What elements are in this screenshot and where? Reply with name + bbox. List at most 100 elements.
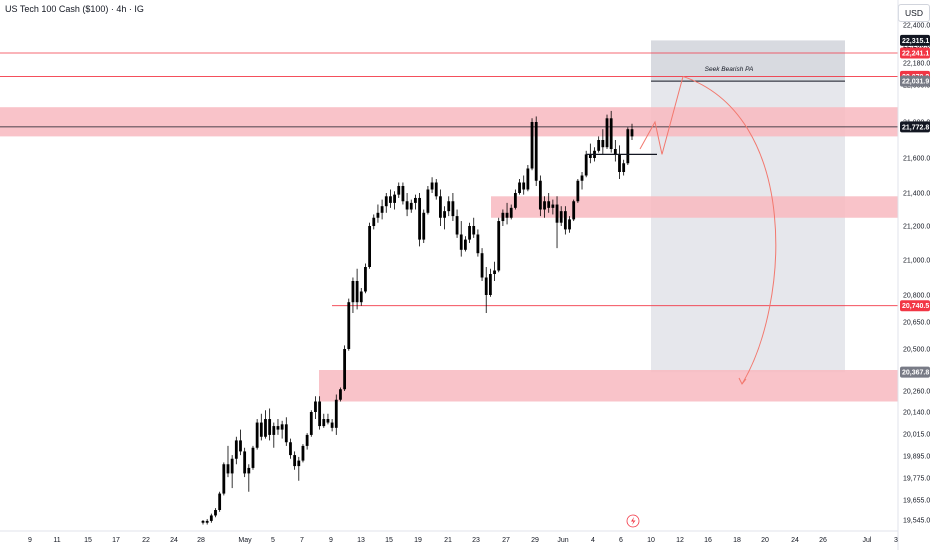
candle bbox=[430, 177, 434, 193]
candle bbox=[422, 209, 426, 243]
candle bbox=[230, 455, 234, 489]
candle-body bbox=[393, 194, 396, 203]
candle bbox=[389, 189, 392, 208]
candle bbox=[372, 214, 376, 230]
y-tick-label: 22,290.0 bbox=[903, 43, 930, 50]
candle bbox=[584, 150, 588, 178]
projection-layer bbox=[639, 75, 777, 385]
price-tag-label: 20,740.5 bbox=[902, 303, 929, 310]
y-tick-label: 21,400.0 bbox=[903, 191, 930, 198]
x-tick-label: 20 bbox=[761, 537, 769, 544]
candle-body bbox=[255, 422, 259, 448]
candle-body bbox=[609, 118, 613, 149]
candle-body bbox=[414, 197, 417, 203]
price-tags-layer: 22,315.122,241.122,070.222,031.921,772.8… bbox=[900, 34, 930, 378]
candle bbox=[439, 189, 442, 226]
candle bbox=[576, 179, 580, 203]
instrument-title: US Tech 100 Cash ($100) · 4h · IG bbox=[5, 4, 144, 14]
x-tick-label: 15 bbox=[84, 537, 92, 544]
x-tick-label: 28 bbox=[197, 537, 205, 544]
candles-layer bbox=[201, 110, 657, 525]
candle bbox=[630, 123, 634, 140]
candle bbox=[334, 394, 338, 435]
price-tag-label: 22,241.1 bbox=[902, 51, 929, 58]
candle-body bbox=[314, 401, 317, 412]
candle-body bbox=[251, 447, 255, 468]
candle-body bbox=[580, 175, 584, 181]
candle-body bbox=[459, 234, 463, 250]
x-tick-label: 3 bbox=[894, 537, 898, 544]
candle bbox=[626, 127, 630, 165]
candle bbox=[518, 179, 521, 195]
candle bbox=[559, 206, 563, 226]
candle-body bbox=[597, 140, 601, 151]
x-tick-label: 29 bbox=[531, 537, 539, 544]
candle-body bbox=[326, 419, 330, 423]
candle-body bbox=[613, 149, 617, 155]
candle-body bbox=[364, 267, 367, 292]
price-tag-bg bbox=[900, 34, 930, 46]
candle-body bbox=[451, 201, 455, 217]
candle bbox=[309, 410, 313, 437]
candle bbox=[351, 277, 355, 313]
candle-body bbox=[268, 419, 272, 435]
candle bbox=[384, 193, 388, 213]
candle-body bbox=[305, 434, 309, 446]
candle bbox=[509, 204, 513, 220]
candle-body bbox=[572, 201, 576, 220]
candle bbox=[476, 229, 480, 257]
candle-body bbox=[563, 211, 567, 230]
projection-arrowhead bbox=[738, 377, 747, 385]
candle bbox=[530, 118, 534, 171]
projection-zigzag bbox=[639, 76, 684, 155]
y-tick-label: 22,180.0 bbox=[903, 61, 930, 68]
candle-body bbox=[405, 201, 409, 210]
candle bbox=[259, 413, 263, 441]
lightning-icon[interactable] bbox=[626, 514, 640, 528]
y-tick-label: 21,600.0 bbox=[903, 156, 930, 163]
candle-body bbox=[463, 239, 467, 250]
zones-layer bbox=[0, 107, 898, 402]
candle bbox=[226, 445, 230, 478]
x-tick-label: 22 bbox=[142, 537, 150, 544]
candle-body bbox=[505, 212, 509, 218]
candle-body bbox=[218, 493, 222, 510]
candle bbox=[505, 202, 509, 225]
candle bbox=[347, 298, 351, 351]
candle-body bbox=[272, 426, 276, 435]
candle bbox=[622, 159, 626, 176]
candle-body bbox=[201, 520, 205, 523]
candle-body bbox=[518, 182, 521, 193]
candle-body bbox=[222, 464, 226, 494]
candle bbox=[264, 410, 267, 439]
candle-body bbox=[351, 281, 355, 303]
candle-body bbox=[289, 442, 292, 456]
candle bbox=[343, 345, 347, 391]
x-tick-label: 24 bbox=[791, 537, 799, 544]
candle-body bbox=[626, 129, 630, 164]
candle-body bbox=[447, 201, 451, 212]
x-tick-label: 27 bbox=[502, 537, 510, 544]
zone-1 bbox=[0, 107, 898, 137]
candle-body bbox=[526, 168, 530, 190]
candle-body bbox=[205, 520, 209, 523]
candle-body bbox=[422, 212, 426, 240]
candle bbox=[493, 261, 496, 281]
candle-body bbox=[214, 510, 217, 516]
candle bbox=[580, 172, 584, 190]
candle bbox=[239, 429, 242, 456]
candle-body bbox=[530, 122, 534, 169]
candle bbox=[543, 196, 546, 218]
candle bbox=[276, 419, 280, 435]
candle-body bbox=[543, 201, 546, 210]
candle-body bbox=[309, 412, 313, 435]
candle-body bbox=[243, 451, 247, 474]
x-tick-label: 4 bbox=[591, 537, 595, 544]
candle-body bbox=[239, 440, 242, 452]
candle-body bbox=[372, 217, 376, 226]
candle-body bbox=[276, 426, 280, 430]
candle bbox=[522, 175, 526, 195]
